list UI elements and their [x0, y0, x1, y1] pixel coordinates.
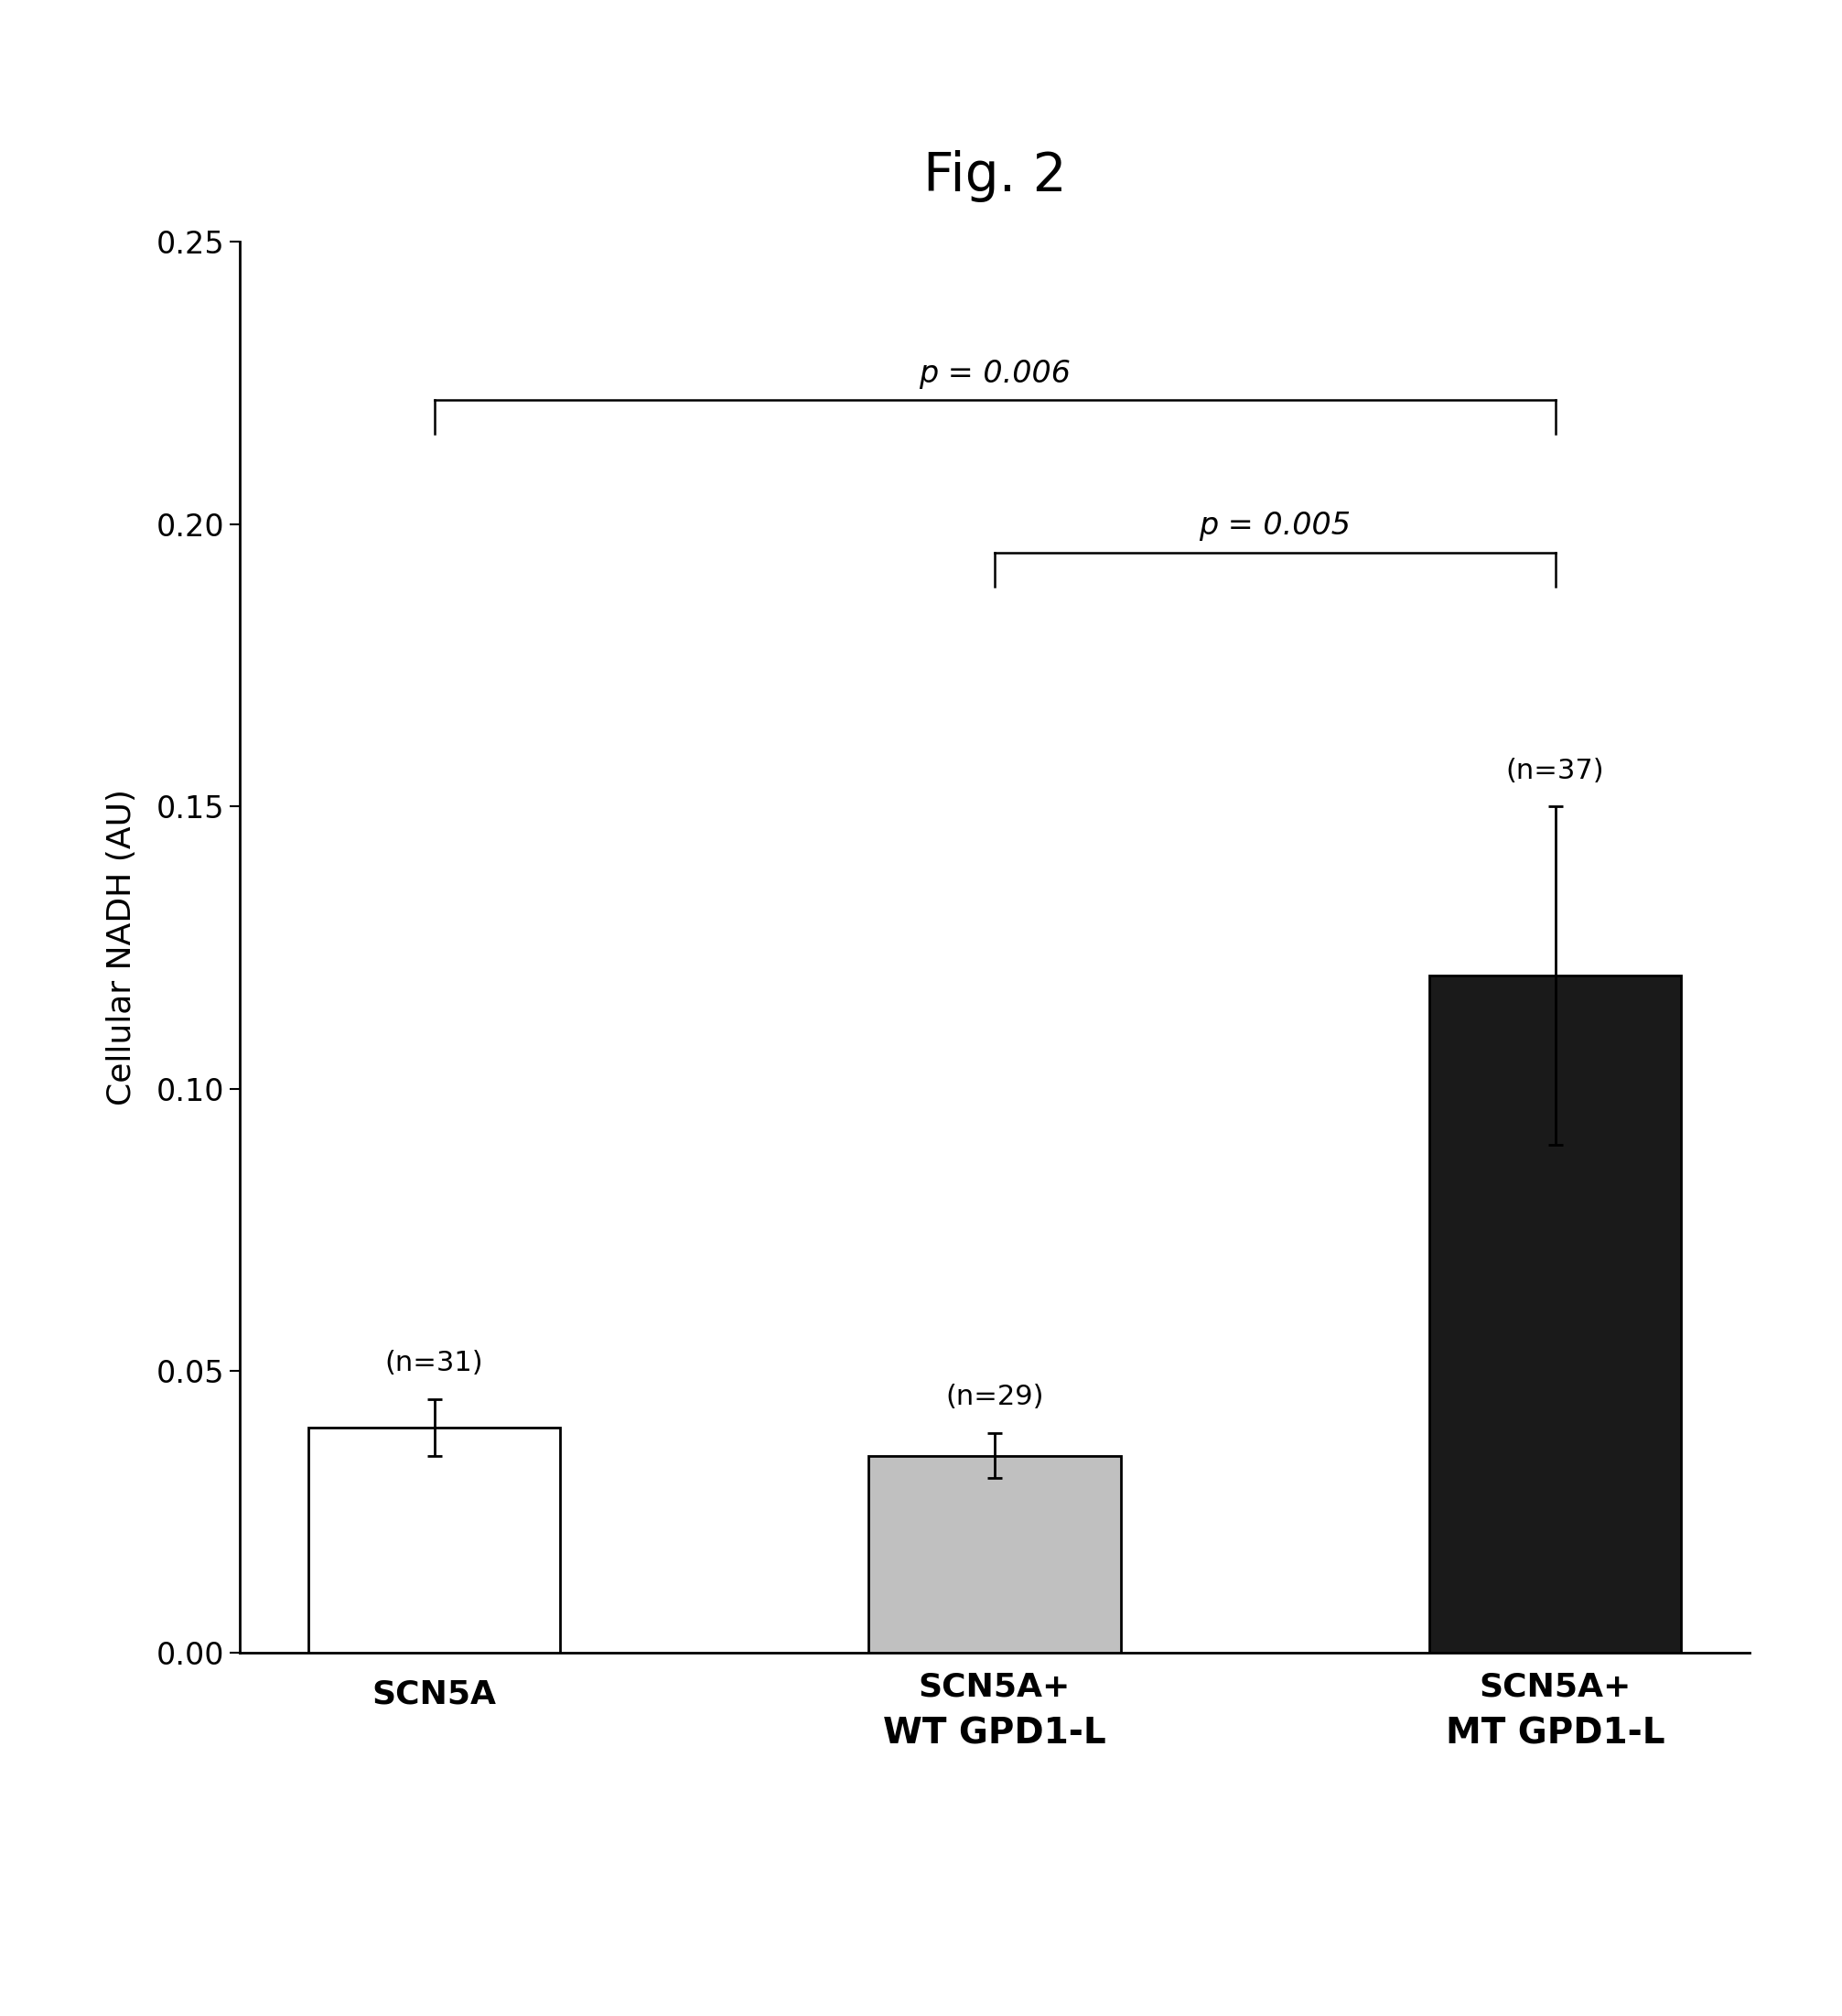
Text: MT GPD1-L: MT GPD1-L: [1446, 1716, 1665, 1752]
Bar: [869, 1456, 1120, 1653]
Text: SCN5A+: SCN5A+: [919, 1671, 1070, 1704]
Text: (n=29): (n=29): [945, 1383, 1044, 1411]
Text: (n=37): (n=37): [1507, 758, 1604, 784]
Text: p = 0.006: p = 0.006: [919, 359, 1070, 389]
Bar: [308, 1427, 560, 1653]
Y-axis label: Cellular NADH (AU): Cellular NADH (AU): [107, 788, 138, 1107]
Bar: [1429, 976, 1682, 1653]
Text: (n=31): (n=31): [385, 1351, 483, 1377]
Text: SCN5A: SCN5A: [372, 1679, 497, 1710]
Title: Fig. 2: Fig. 2: [923, 149, 1067, 202]
Text: WT GPD1-L: WT GPD1-L: [882, 1716, 1107, 1752]
Text: SCN5A+: SCN5A+: [1479, 1671, 1632, 1704]
Text: p = 0.005: p = 0.005: [1199, 510, 1350, 540]
